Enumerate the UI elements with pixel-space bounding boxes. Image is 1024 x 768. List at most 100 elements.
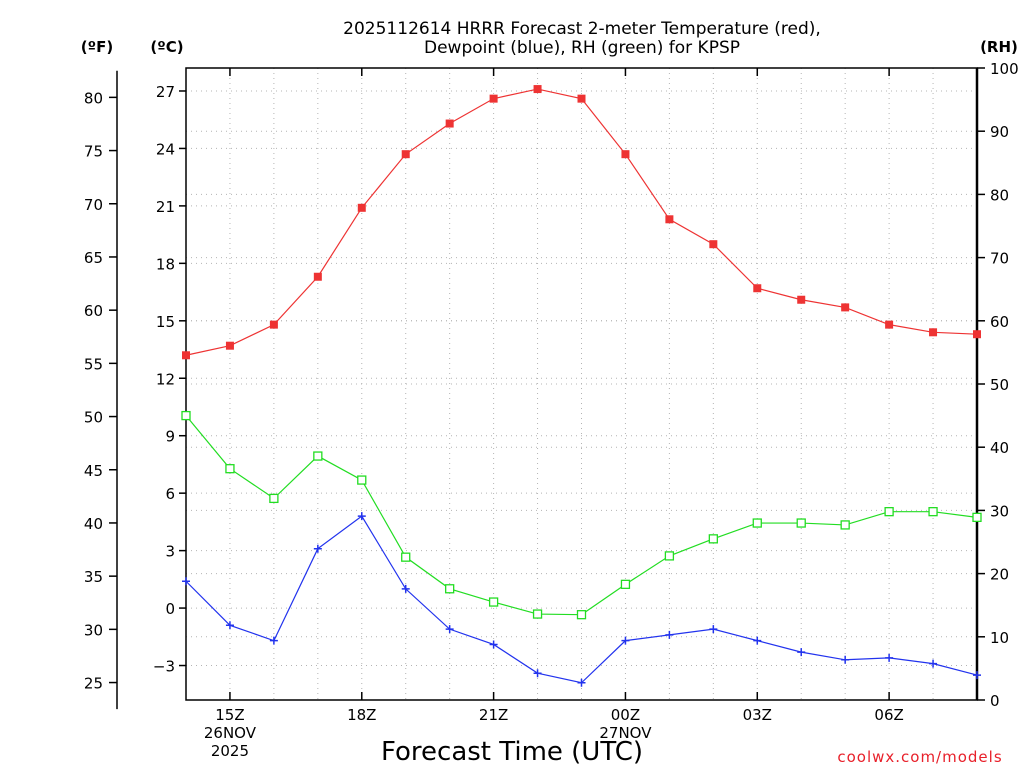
rh-point <box>532 609 543 619</box>
x-tick-label: 15Z <box>215 706 244 724</box>
fahrenheit-tick-label: 50 <box>84 409 103 427</box>
temperature-point <box>269 320 278 329</box>
fahrenheit-tick-label: 30 <box>84 621 103 639</box>
fahrenheit-tick-label: 35 <box>84 568 103 586</box>
dewpoint-point <box>577 678 586 687</box>
rh-point <box>225 464 235 474</box>
temperature-point <box>445 119 454 128</box>
rh-point <box>488 597 499 607</box>
dewpoint-point <box>797 648 806 657</box>
celsius-tick-label: 27 <box>156 83 175 101</box>
celsius-tick-label: 18 <box>156 255 175 273</box>
temperature-point <box>885 320 894 329</box>
celsius-unit-label: (ºC) <box>150 38 183 56</box>
dewpoint-point <box>621 636 630 645</box>
x-tick-label: 27NOV <box>599 724 652 742</box>
celsius-tick-label: 9 <box>165 428 175 446</box>
celsius-tick-label: 3 <box>165 543 175 561</box>
temperature-point <box>665 215 674 224</box>
rh-tick-label: 10 <box>990 629 1009 647</box>
rh-point <box>796 518 806 528</box>
temperature-point <box>797 295 806 304</box>
dewpoint-point <box>533 669 542 678</box>
dewpoint-point <box>313 544 322 553</box>
dewpoint-point <box>973 671 981 680</box>
x-tick-label: 26NOV <box>204 724 257 742</box>
dewpoint-line <box>185 515 978 684</box>
rh-point <box>576 610 587 620</box>
x-tick-label: 18Z <box>347 706 376 724</box>
rh-tick-label: 20 <box>990 566 1009 584</box>
fahrenheit-tick-label: 60 <box>84 302 103 320</box>
temperature-point <box>841 303 850 312</box>
dewpoint-point <box>709 625 718 634</box>
dewpoint-point <box>182 577 190 586</box>
dewpoint-point <box>665 630 674 639</box>
rh-tick-label: 0 <box>990 692 1000 710</box>
temperature-point <box>357 203 366 212</box>
rh-point <box>664 551 675 561</box>
dewpoint-point <box>269 636 278 645</box>
rh-point <box>269 493 279 504</box>
rh-point <box>752 518 762 528</box>
celsius-tick-label: 0 <box>165 600 175 618</box>
rh-point <box>708 534 718 544</box>
fahrenheit-tick-label: 55 <box>84 355 103 373</box>
fahrenheit-tick-label: 25 <box>84 675 103 693</box>
rh-point <box>620 579 631 589</box>
rh-tick-label: 100 <box>990 60 1019 78</box>
dewpoint-point <box>401 584 410 593</box>
x-tick-label: 21Z <box>479 706 508 724</box>
celsius-tick-label: 12 <box>156 370 175 388</box>
rh-tick-label: 90 <box>990 123 1009 141</box>
x-tick-label: 03Z <box>743 706 772 724</box>
rh-tick-label: 30 <box>990 502 1009 520</box>
dewpoint-point <box>357 512 366 521</box>
x-tick-label: 00Z <box>611 706 640 724</box>
data-series <box>181 85 982 687</box>
temperature-point <box>489 94 498 103</box>
fahrenheit-tick-label: 40 <box>84 515 103 533</box>
grid-lines <box>186 68 977 700</box>
celsius-tick-label: 24 <box>156 140 175 158</box>
fahrenheit-tick-label: 80 <box>84 89 103 107</box>
chart-title-line-1: 2025112614 HRRR Forecast 2-meter Tempera… <box>343 19 821 39</box>
celsius-tick-label: 21 <box>156 198 175 216</box>
fahrenheit-tick-label: 70 <box>84 196 103 214</box>
temperature-point <box>577 94 586 103</box>
rh-tick-label: 60 <box>990 313 1009 331</box>
temperature-point <box>313 272 322 281</box>
rh-point <box>972 512 982 523</box>
rh-unit-label: (RH) <box>980 38 1018 56</box>
tick-labels: −3 0 3 6 9 12 15 18 21 24 27 25 30 35 40 45 50 55 60 65 70 75… <box>84 60 1019 760</box>
rh-point <box>445 584 455 594</box>
x-tick-label: 06Z <box>874 706 903 724</box>
rh-tick-label: 70 <box>990 250 1009 268</box>
x-axis-label: Forecast Time (UTC) <box>381 737 643 767</box>
temperature-point <box>225 341 234 350</box>
rh-point <box>313 451 323 461</box>
rh-tick-label: 50 <box>990 376 1009 394</box>
dewpoint-point <box>841 655 850 664</box>
axes <box>109 67 985 710</box>
credit-label: coolwx.com/models <box>837 748 1002 766</box>
fahrenheit-tick-label: 45 <box>84 462 103 480</box>
temperature-point <box>753 284 762 293</box>
temperature-point <box>401 150 410 159</box>
dewpoint-point <box>489 640 498 649</box>
rh-tick-label: 80 <box>990 186 1009 204</box>
rh-point <box>884 507 894 517</box>
dewpoint-point <box>753 636 762 645</box>
chart-title-line-2: Dewpoint (blue), RH (green) for KPSP <box>424 38 740 58</box>
dewpoint-point <box>225 621 234 630</box>
rh-tick-label: 40 <box>990 439 1009 457</box>
temperature-point <box>973 330 981 339</box>
fahrenheit-tick-label: 65 <box>84 249 103 267</box>
x-tick-label: 2025 <box>211 742 249 760</box>
rh-point <box>928 507 938 517</box>
celsius-tick-label: 6 <box>165 485 175 503</box>
rh-point <box>840 520 850 530</box>
fahrenheit-tick-label: 75 <box>84 143 103 161</box>
dewpoint-point <box>445 625 454 634</box>
